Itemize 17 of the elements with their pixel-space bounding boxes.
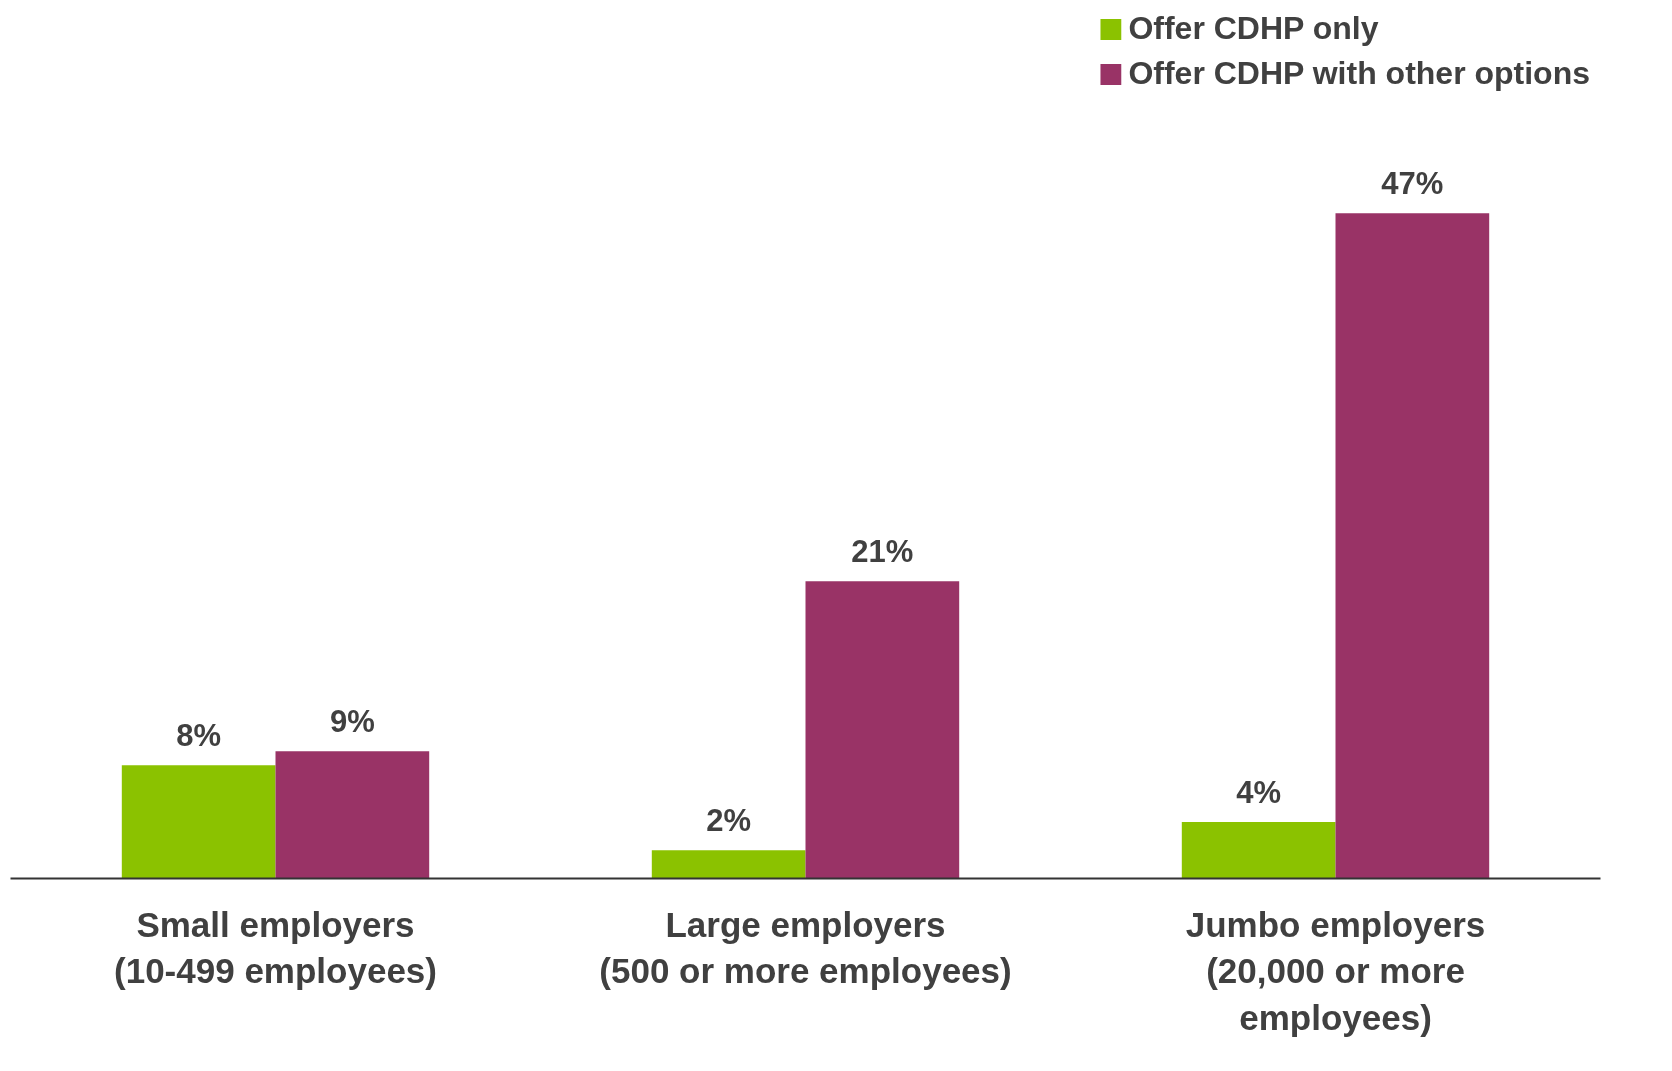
legend-label: Offer CDHP with other options (1128, 55, 1590, 92)
data-label: 21% (851, 534, 914, 570)
legend-label: Offer CDHP only (1128, 10, 1379, 47)
bar (1335, 213, 1490, 879)
x-tick-label: Small employers (10-499 employees) (114, 904, 437, 991)
bar (275, 751, 430, 879)
data-label: 8% (176, 718, 222, 754)
data-label: 4% (1236, 774, 1282, 810)
bar (651, 850, 806, 879)
data-label: 47% (1381, 166, 1444, 202)
bar (121, 765, 276, 879)
data-label: 9% (329, 704, 375, 740)
x-tick-label: Large employers (500 or more employees) (599, 904, 1012, 991)
x-tick-label: Jumbo employers (20,000 or more employees) (1185, 904, 1486, 1038)
data-label: 2% (706, 803, 752, 839)
bar (1181, 821, 1336, 879)
bar (805, 581, 960, 879)
